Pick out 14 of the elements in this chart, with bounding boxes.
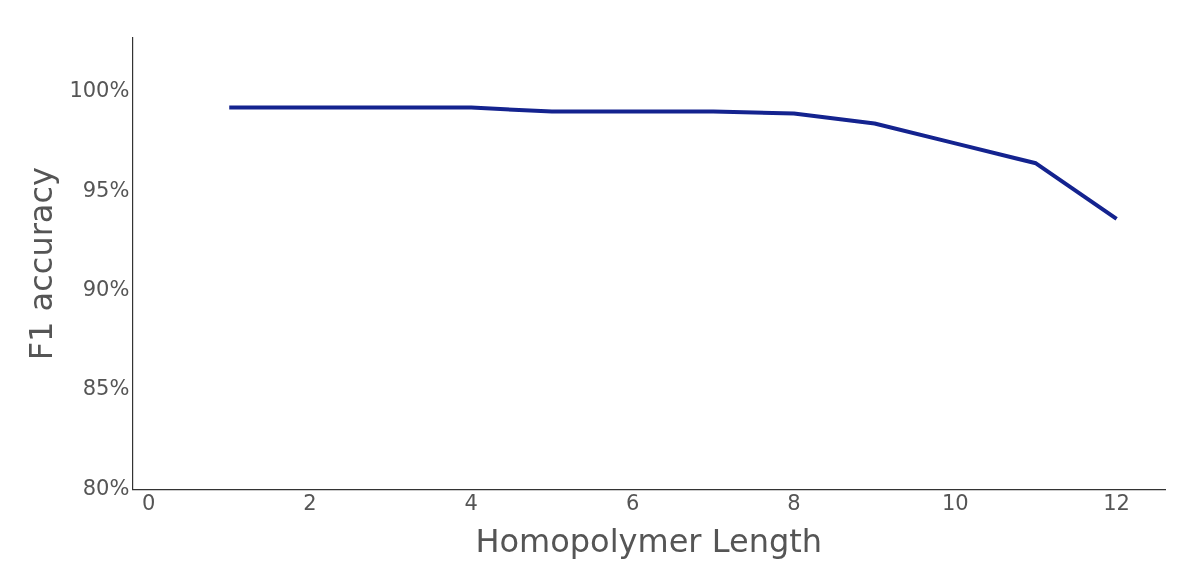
y-tick-label: 80% bbox=[82, 475, 130, 500]
x-tick-label: 10 bbox=[941, 491, 969, 516]
y-tick-label: 100% bbox=[69, 78, 130, 103]
x-tick-label: 8 bbox=[787, 491, 801, 516]
x-tick-label: 4 bbox=[464, 491, 478, 516]
x-axis-title: Homopolymer Length bbox=[475, 522, 823, 561]
y-tick-label: 90% bbox=[82, 277, 130, 301]
x-tick-label: 6 bbox=[625, 491, 640, 516]
x-tick-label: 0 bbox=[141, 491, 156, 516]
x-tick-label: 12 bbox=[1103, 491, 1130, 516]
y-tick-label: 85% bbox=[82, 376, 130, 401]
x-tick-label: 2 bbox=[303, 491, 317, 516]
y-axis-title: F1 accuracy bbox=[21, 167, 60, 361]
y-tick-label: 95% bbox=[82, 177, 130, 202]
